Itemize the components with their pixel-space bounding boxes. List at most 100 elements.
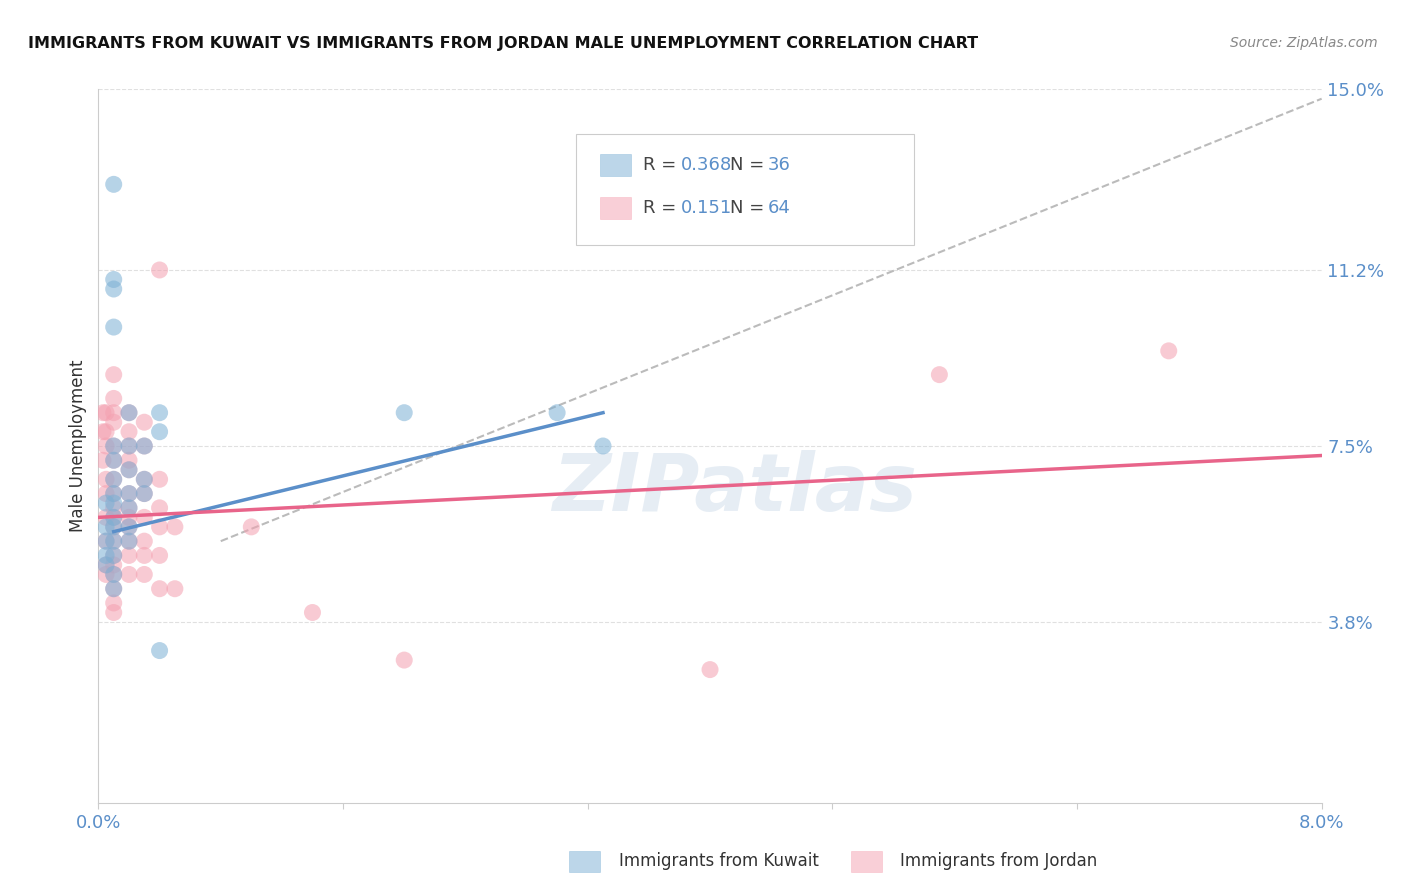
Point [118, 425, 141, 439]
Point [103, 486, 125, 500]
Text: Immigrants from Jordan: Immigrants from Jordan [900, 852, 1097, 870]
Point [134, 549, 156, 563]
Point [134, 567, 156, 582]
Point [134, 472, 156, 486]
Point [118, 549, 141, 563]
Text: N =: N = [730, 156, 769, 174]
Point [103, 510, 125, 524]
Point [94, 558, 117, 572]
Point [118, 520, 141, 534]
Point [134, 534, 156, 549]
Text: R =: R = [643, 199, 682, 217]
Point [94, 486, 117, 500]
Point [149, 406, 172, 420]
Text: IMMIGRANTS FROM KUWAIT VS IMMIGRANTS FROM JORDAN MALE UNEMPLOYMENT CORRELATION C: IMMIGRANTS FROM KUWAIT VS IMMIGRANTS FRO… [28, 36, 979, 51]
Point [118, 486, 141, 500]
Point [118, 567, 141, 582]
Text: N =: N = [730, 199, 769, 217]
Text: R =: R = [643, 156, 682, 174]
Point [103, 500, 125, 515]
Point [134, 439, 156, 453]
Point [118, 406, 141, 420]
Point [103, 549, 125, 563]
Point [94, 510, 117, 524]
Point [94, 472, 117, 486]
Point [103, 439, 125, 453]
Point [103, 558, 125, 572]
Point [928, 368, 950, 382]
Point [149, 582, 172, 596]
Point [103, 368, 125, 382]
Text: 0.368: 0.368 [681, 156, 731, 174]
Point [94, 567, 117, 582]
Point [94, 439, 117, 453]
Point [149, 425, 172, 439]
Point [103, 282, 125, 296]
Point [103, 582, 125, 596]
Point [91, 406, 114, 420]
Point [103, 406, 125, 420]
Point [94, 558, 117, 572]
Point [103, 534, 125, 549]
Point [103, 453, 125, 467]
Point [149, 549, 172, 563]
Point [118, 406, 141, 420]
Point [134, 486, 156, 500]
Point [94, 406, 117, 420]
Point [392, 653, 416, 667]
Point [134, 439, 156, 453]
Point [103, 486, 125, 500]
Point [103, 472, 125, 486]
Point [118, 439, 141, 453]
Point [118, 510, 141, 524]
Point [103, 392, 125, 406]
Point [118, 520, 141, 534]
Point [392, 406, 416, 420]
Text: 36: 36 [768, 156, 790, 174]
Text: ZIPatlas: ZIPatlas [553, 450, 917, 528]
Point [118, 500, 141, 515]
Point [103, 453, 125, 467]
Point [118, 439, 141, 453]
Point [118, 486, 141, 500]
Text: 64: 64 [768, 199, 790, 217]
Point [103, 520, 125, 534]
Point [91, 425, 114, 439]
Point [103, 549, 125, 563]
Point [149, 500, 172, 515]
Point [103, 415, 125, 429]
Point [149, 643, 172, 657]
Point [103, 520, 125, 534]
Point [134, 472, 156, 486]
Point [103, 178, 125, 192]
Point [118, 453, 141, 467]
Point [118, 463, 141, 477]
Point [240, 520, 263, 534]
Point [118, 534, 141, 549]
Point [91, 453, 114, 467]
Point [94, 534, 117, 549]
Text: Immigrants from Kuwait: Immigrants from Kuwait [619, 852, 818, 870]
Point [103, 439, 125, 453]
Point [103, 272, 125, 286]
Point [94, 549, 117, 563]
Text: Source: ZipAtlas.com: Source: ZipAtlas.com [1230, 36, 1378, 50]
Point [103, 534, 125, 549]
Point [134, 510, 156, 524]
Point [103, 567, 125, 582]
Point [103, 567, 125, 582]
Point [94, 534, 117, 549]
Point [149, 472, 172, 486]
Point [103, 320, 125, 334]
Point [163, 582, 186, 596]
Point [149, 520, 172, 534]
Point [103, 510, 125, 524]
Point [163, 520, 186, 534]
Point [699, 663, 721, 677]
Point [94, 520, 117, 534]
Point [103, 582, 125, 596]
Point [118, 534, 141, 549]
Point [118, 500, 141, 515]
Point [1157, 343, 1180, 358]
Point [592, 439, 614, 453]
